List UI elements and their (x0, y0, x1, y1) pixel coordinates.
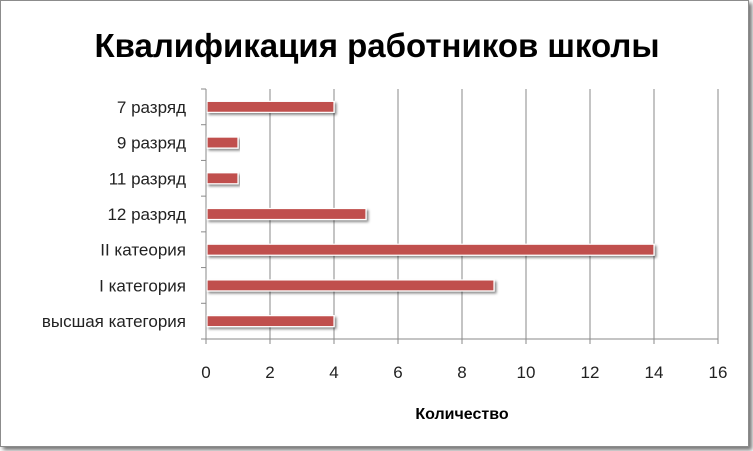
bar-7 (206, 315, 335, 328)
label-layer: 0 2 4 6 8 10 12 14 16 7 разряд 9 разряд 11 разряд 12… (42, 98, 728, 382)
chart-svg: Квалификация работников школы 0 2 4 6 8 10 12 1… (42, 27, 728, 423)
y-category-label: II катеория (100, 241, 186, 260)
bar-layer (206, 100, 655, 328)
chart-title: Квалификация работников школы (95, 27, 660, 64)
y-category-label: 11 разряд (109, 169, 186, 188)
x-tick-label: 16 (709, 363, 728, 382)
grid-layer (269, 89, 719, 339)
x-tick-label: 2 (265, 363, 274, 382)
axis-layer (201, 88, 719, 344)
x-axis-title: Количество (415, 406, 508, 423)
x-tick-label: 8 (457, 363, 466, 382)
y-category-label: 9 разряд (117, 134, 186, 153)
x-tick-label: 6 (393, 363, 402, 382)
x-tick-label: 12 (581, 363, 600, 382)
bar-1 (206, 100, 335, 113)
y-category-label: высшая категория (42, 312, 186, 331)
y-category-label: I категория (99, 276, 186, 295)
bar-6 (206, 279, 495, 292)
y-category-label: 12 разряд (107, 205, 186, 224)
bar-3 (206, 172, 239, 185)
x-tick-label: 0 (201, 363, 210, 382)
x-tick-label: 14 (645, 363, 664, 382)
bar-4 (206, 207, 367, 221)
y-category-label: 7 разряд (117, 98, 186, 117)
bar-5 (206, 243, 655, 256)
bar-2 (206, 136, 239, 149)
x-tick-label: 10 (517, 363, 536, 382)
x-tick-label: 4 (329, 363, 338, 382)
